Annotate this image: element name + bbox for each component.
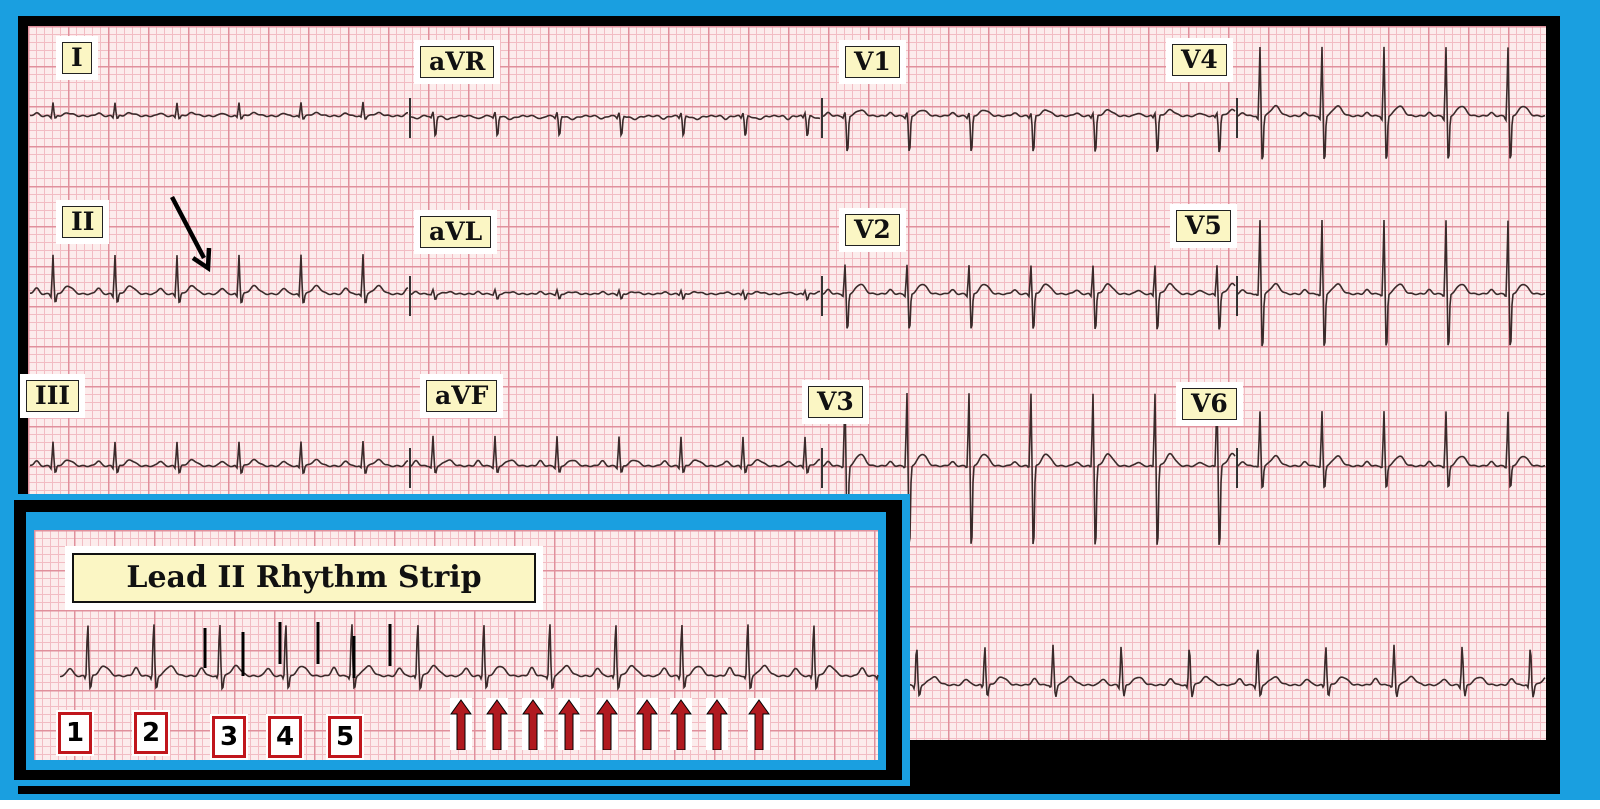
lead-label-V4: V4 — [1172, 44, 1227, 76]
red-up-arrow-icon — [522, 698, 544, 751]
trace-lead-II — [30, 254, 409, 304]
lead-label-II: II — [62, 206, 104, 238]
trace-rhythm-strip-lead-II — [60, 624, 879, 691]
trace-lead-III — [30, 441, 409, 475]
trace-lead-aVR — [409, 110, 821, 139]
lead-label-III: III — [26, 380, 80, 412]
beat-number-2: 2 — [134, 712, 168, 754]
lead-label-aVL: aVL — [420, 216, 492, 248]
red-up-arrow-icon — [450, 698, 472, 751]
trace-lead-aVF — [409, 435, 821, 474]
red-up-arrow-icon — [486, 698, 508, 751]
red-up-arrow-icon — [596, 698, 618, 751]
lead-label-I: I — [62, 42, 92, 74]
beat-number-3: 3 — [212, 716, 246, 758]
lead-label-V5: V5 — [1176, 210, 1231, 242]
trace-lead-V6 — [1236, 411, 1546, 490]
lead-label-V1: V1 — [845, 46, 900, 78]
beat-number-5: 5 — [328, 716, 362, 758]
trace-lead-V2 — [822, 264, 1236, 330]
trace-lead-V5 — [1236, 219, 1546, 347]
beat-number-1: 1 — [58, 712, 92, 754]
trace-lead-aVL — [409, 286, 820, 302]
beat-number-4: 4 — [268, 716, 302, 758]
lead-label-V3: V3 — [808, 386, 863, 418]
red-up-arrow-icon — [558, 698, 580, 751]
lead-label-aVR: aVR — [420, 46, 495, 78]
red-up-arrow-icon — [670, 698, 692, 751]
trace-lead-V3 — [822, 392, 1236, 546]
trace-lead-I — [29, 101, 408, 120]
lead-label-aVF: aVF — [426, 380, 498, 412]
lead-label-V2: V2 — [845, 214, 900, 246]
red-up-arrow-icon — [636, 698, 658, 751]
trace-lead-V1 — [821, 108, 1236, 153]
lead-label-V6: V6 — [1182, 388, 1237, 420]
trace-lead-V4 — [1236, 46, 1546, 160]
red-up-arrow-icon — [706, 698, 728, 751]
rhythm-strip-title: Lead II Rhythm Strip — [72, 553, 536, 603]
red-up-arrow-icon — [748, 698, 770, 751]
trace-rhythm-lead-II — [904, 644, 1546, 698]
